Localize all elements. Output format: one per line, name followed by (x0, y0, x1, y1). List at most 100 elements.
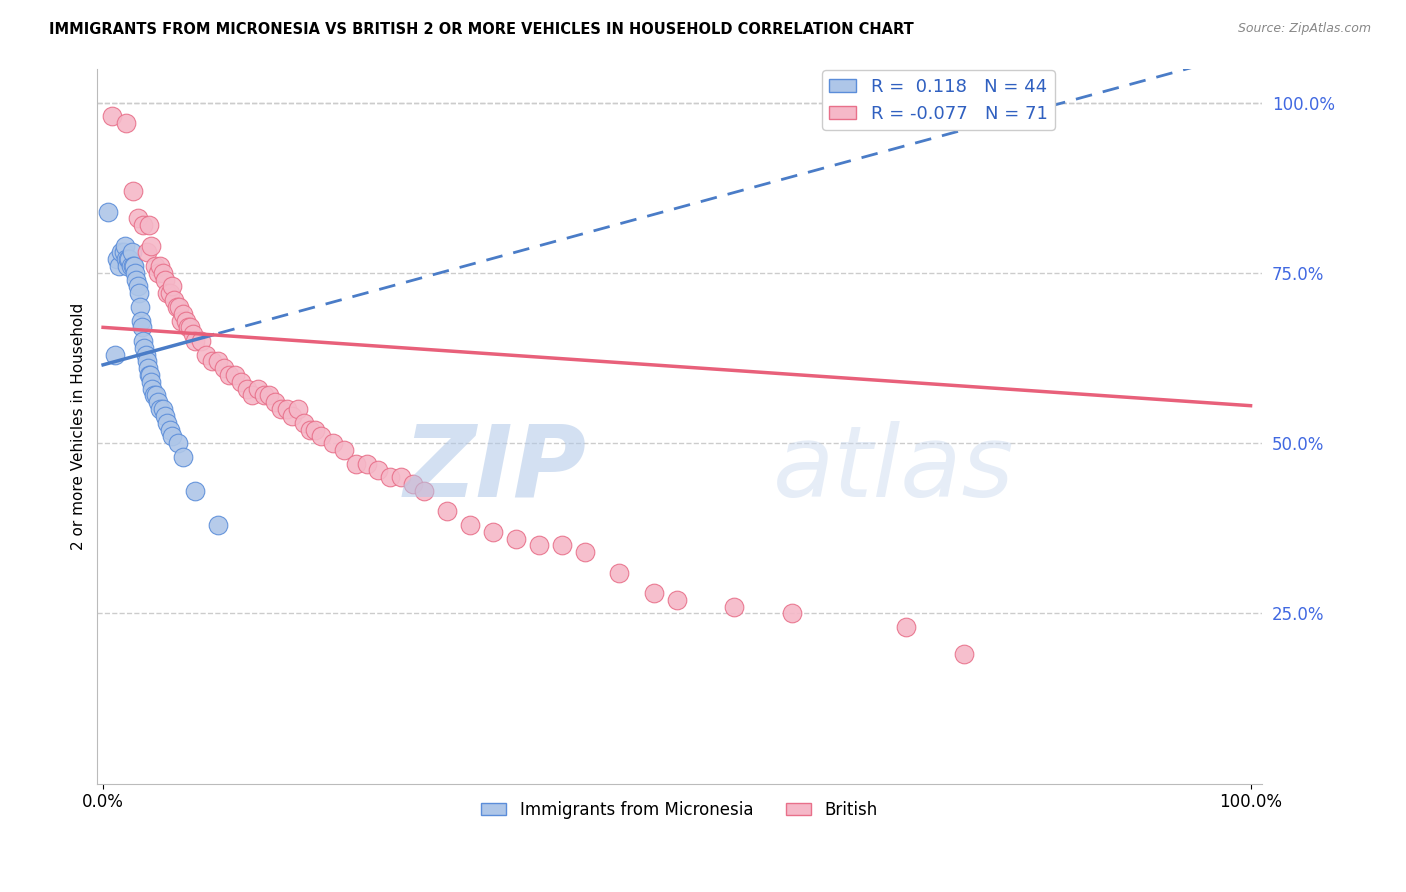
Point (122, 259, 145, 273)
Point (367, 463, 389, 477)
Point (134, 341, 156, 355)
Point (135, 348, 157, 362)
Point (264, 395, 287, 409)
Point (276, 402, 298, 417)
Point (166, 436, 188, 450)
Point (298, 423, 321, 437)
Point (115, 252, 138, 267)
Point (952, 648, 974, 662)
Point (505, 532, 527, 546)
Point (125, 273, 148, 287)
Text: Source: ZipAtlas.com: Source: ZipAtlas.com (1237, 22, 1371, 36)
Point (149, 259, 172, 273)
Point (170, 313, 193, 327)
Point (135, 354, 157, 368)
Point (207, 354, 229, 368)
Point (287, 402, 309, 417)
Point (152, 266, 174, 280)
Text: atlas: atlas (773, 420, 1015, 517)
Point (253, 388, 276, 402)
Point (146, 395, 169, 409)
Point (135, 245, 157, 260)
Point (138, 368, 160, 382)
Point (160, 429, 183, 443)
Point (551, 538, 574, 552)
Point (229, 375, 252, 389)
Point (121, 245, 143, 260)
Point (378, 470, 401, 484)
Point (246, 382, 269, 396)
Point (110, 245, 132, 260)
Point (896, 620, 918, 634)
Point (201, 354, 224, 368)
Point (207, 517, 229, 532)
Point (413, 483, 436, 498)
Point (141, 238, 163, 252)
Point (153, 409, 176, 423)
Point (609, 566, 631, 580)
Point (152, 402, 174, 417)
Text: ZIP: ZIP (404, 420, 586, 517)
Point (391, 470, 413, 484)
Point (723, 599, 745, 614)
Text: IMMIGRANTS FROM MICRONESIA VS BRITISH 2 OR MORE VEHICLES IN HOUSEHOLD CORRELATIO: IMMIGRANTS FROM MICRONESIA VS BRITISH 2 … (49, 22, 914, 37)
Point (780, 607, 803, 621)
Point (181, 327, 204, 342)
Point (122, 259, 145, 273)
Point (174, 313, 197, 327)
Point (132, 218, 155, 232)
Point (281, 409, 304, 423)
Point (240, 388, 263, 402)
Point (101, 109, 124, 123)
Point (333, 442, 356, 457)
Point (177, 320, 200, 334)
Point (574, 545, 596, 559)
Point (304, 423, 326, 437)
Point (184, 334, 207, 348)
Point (167, 300, 190, 314)
Point (643, 586, 665, 600)
Point (108, 259, 131, 273)
Point (124, 266, 146, 280)
Point (139, 368, 162, 382)
Point (112, 245, 135, 260)
Point (163, 293, 186, 307)
Point (141, 382, 163, 396)
Point (172, 307, 194, 321)
Point (138, 218, 160, 232)
Point (235, 382, 257, 396)
Point (259, 388, 281, 402)
Point (115, 259, 138, 273)
Point (179, 320, 201, 334)
Point (146, 266, 169, 280)
Point (97, 204, 120, 219)
Point (142, 388, 165, 402)
Point (436, 504, 458, 518)
Point (159, 423, 181, 437)
Point (122, 184, 145, 198)
Point (212, 361, 235, 376)
Point (136, 361, 159, 376)
Point (458, 517, 481, 532)
Point (159, 286, 181, 301)
Point (143, 259, 166, 273)
Legend: Immigrants from Micronesia, British: Immigrants from Micronesia, British (475, 794, 884, 825)
Y-axis label: 2 or more Vehicles in Household: 2 or more Vehicles in Household (72, 302, 86, 549)
Point (127, 279, 149, 293)
Point (356, 457, 378, 471)
Point (665, 592, 688, 607)
Point (117, 252, 139, 267)
Point (166, 300, 188, 314)
Point (270, 402, 292, 417)
Point (120, 259, 142, 273)
Point (402, 477, 425, 491)
Point (218, 368, 240, 382)
Point (527, 538, 550, 552)
Point (131, 320, 153, 334)
Point (292, 416, 315, 430)
Point (309, 429, 332, 443)
Point (160, 279, 183, 293)
Point (153, 273, 176, 287)
Point (190, 334, 212, 348)
Point (128, 286, 150, 301)
